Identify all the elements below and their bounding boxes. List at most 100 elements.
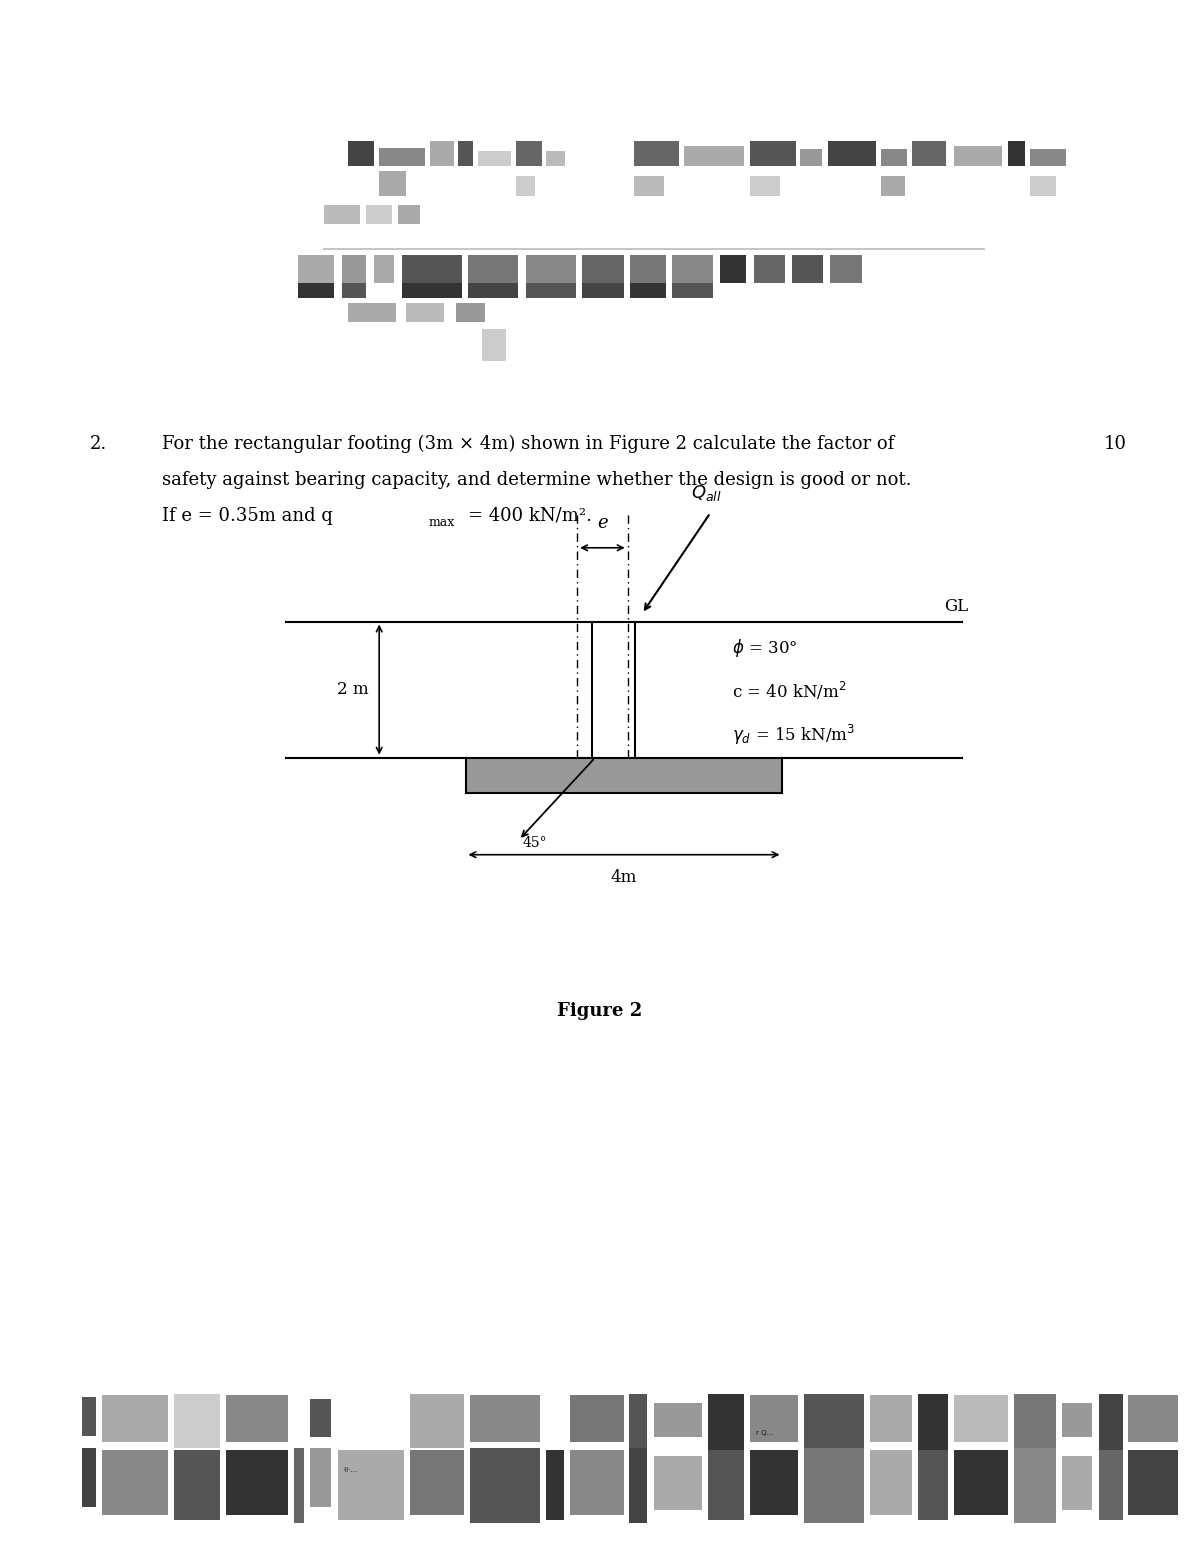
Text: 45°: 45°: [522, 836, 547, 850]
Bar: [456, 303, 485, 322]
Bar: [546, 151, 565, 166]
Bar: [720, 255, 746, 283]
Bar: [684, 146, 744, 166]
Text: If e = 0.35m and q: If e = 0.35m and q: [162, 507, 332, 525]
Bar: [470, 1448, 540, 1523]
Bar: [870, 1450, 912, 1515]
Bar: [954, 146, 1002, 166]
Bar: [954, 1395, 1008, 1442]
Text: 2.: 2.: [90, 435, 107, 454]
Bar: [881, 149, 907, 166]
Bar: [102, 1450, 168, 1515]
Bar: [634, 141, 679, 166]
Bar: [830, 255, 862, 283]
Bar: [82, 1397, 96, 1436]
Bar: [792, 255, 823, 283]
Bar: [630, 255, 666, 283]
Text: $\phi$ = 30°: $\phi$ = 30°: [732, 637, 797, 659]
Bar: [634, 176, 664, 196]
Bar: [366, 205, 392, 224]
Bar: [750, 1450, 798, 1515]
Bar: [918, 1394, 948, 1453]
Text: $\gamma_d$ = 15 kN/m$^3$: $\gamma_d$ = 15 kN/m$^3$: [732, 723, 856, 747]
Bar: [348, 141, 374, 166]
Bar: [708, 1450, 744, 1520]
Bar: [1030, 149, 1066, 166]
Bar: [102, 1395, 168, 1442]
Bar: [470, 1395, 540, 1442]
Text: e: e: [598, 514, 607, 531]
Bar: [582, 255, 624, 283]
Bar: [226, 1395, 288, 1442]
Bar: [570, 1395, 624, 1442]
Bar: [870, 1395, 912, 1442]
Bar: [750, 141, 796, 166]
Bar: [1128, 1450, 1178, 1515]
Bar: [881, 176, 905, 196]
Bar: [298, 255, 334, 283]
Bar: [410, 1394, 464, 1448]
Bar: [379, 148, 425, 166]
Bar: [478, 151, 511, 166]
Bar: [482, 329, 506, 361]
Bar: [526, 283, 576, 298]
Bar: [398, 205, 420, 224]
Bar: [468, 255, 518, 283]
Bar: [298, 283, 334, 298]
Bar: [1030, 176, 1056, 196]
Bar: [526, 255, 576, 283]
Text: 10: 10: [1104, 435, 1127, 454]
Bar: [402, 283, 462, 298]
Bar: [82, 1448, 96, 1507]
Bar: [708, 1394, 744, 1453]
Bar: [516, 141, 542, 166]
Text: 4m: 4m: [611, 869, 637, 886]
Text: c = 40 kN/m$^2$: c = 40 kN/m$^2$: [732, 681, 847, 702]
Bar: [1014, 1448, 1056, 1523]
Bar: [468, 283, 518, 298]
Bar: [754, 255, 785, 283]
Bar: [654, 1403, 702, 1437]
Bar: [466, 757, 782, 793]
Bar: [174, 1394, 220, 1448]
Bar: [226, 1450, 288, 1515]
Bar: [379, 171, 406, 196]
Bar: [546, 1450, 564, 1520]
Bar: [800, 149, 822, 166]
Text: $Q_{all}$: $Q_{all}$: [691, 483, 722, 503]
Bar: [828, 141, 876, 166]
Bar: [570, 1450, 624, 1515]
Bar: [458, 141, 473, 166]
Bar: [348, 303, 396, 322]
Bar: [342, 255, 366, 283]
Text: max: max: [428, 516, 455, 528]
Text: Figure 2: Figure 2: [557, 1002, 643, 1021]
Bar: [912, 141, 946, 166]
Text: 2 m: 2 m: [337, 681, 368, 698]
Bar: [750, 1395, 798, 1442]
Bar: [338, 1450, 404, 1520]
Bar: [954, 1450, 1008, 1515]
Bar: [654, 1456, 702, 1510]
Text: ·ll·...: ·ll·...: [342, 1467, 358, 1473]
Bar: [294, 1448, 304, 1523]
Bar: [324, 205, 360, 224]
Bar: [672, 255, 713, 283]
Bar: [310, 1399, 331, 1437]
Bar: [410, 1450, 464, 1515]
Bar: [430, 141, 454, 166]
Bar: [804, 1394, 864, 1448]
Bar: [402, 255, 462, 283]
Bar: [406, 303, 444, 322]
Bar: [1099, 1394, 1123, 1453]
Bar: [338, 1394, 404, 1453]
Text: r Q...: r Q...: [756, 1430, 773, 1436]
Text: For the rectangular footing (3m × 4m) shown in Figure 2 calculate the factor of: For the rectangular footing (3m × 4m) sh…: [162, 435, 894, 454]
Bar: [1014, 1394, 1056, 1448]
Bar: [1128, 1395, 1178, 1442]
Bar: [1099, 1450, 1123, 1520]
Bar: [374, 255, 394, 283]
Bar: [294, 1394, 304, 1448]
Text: = 400 kN/m².: = 400 kN/m².: [468, 507, 592, 525]
Bar: [1008, 141, 1025, 166]
